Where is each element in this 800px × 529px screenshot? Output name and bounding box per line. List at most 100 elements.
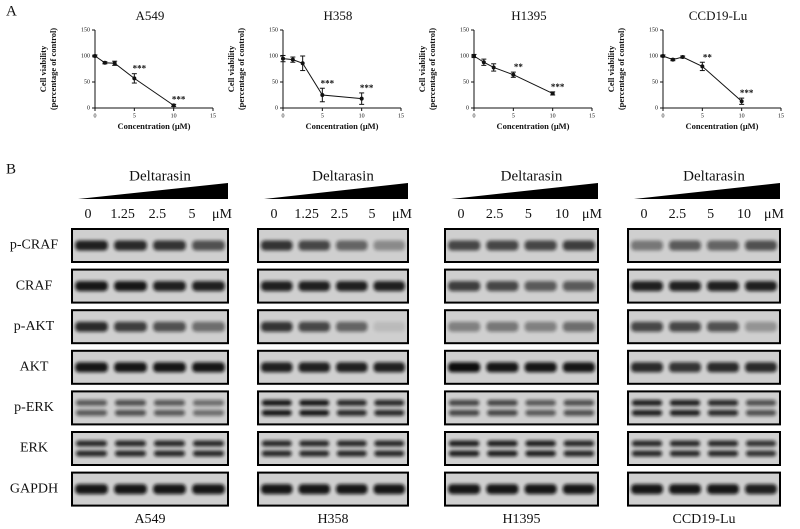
blot-band [525, 399, 556, 406]
blot-band [669, 240, 701, 251]
blot-band [669, 362, 701, 373]
blot-band [298, 362, 330, 373]
blot-band [631, 409, 663, 416]
blot-box [257, 390, 409, 426]
dose-label: 0 [458, 207, 465, 222]
blot-band [336, 484, 368, 495]
blot-band [707, 281, 739, 292]
blot-band [524, 362, 557, 373]
significance-label: ** [514, 62, 524, 72]
blot-band [192, 440, 225, 447]
x-tick-label: 5 [321, 113, 324, 119]
blot-band [114, 409, 147, 416]
x-tick-label: 5 [512, 113, 515, 119]
x-tick-label: 0 [662, 113, 665, 119]
blot-band [153, 321, 186, 332]
panel-label: A [6, 3, 17, 19]
blot-band [487, 440, 518, 447]
blot-band [75, 240, 108, 251]
y-tick-label: 150 [81, 27, 90, 33]
treatment-label: Deltarasin [683, 168, 745, 184]
blot-band [192, 321, 225, 332]
blot-band [486, 281, 519, 292]
blot-band [75, 281, 108, 292]
y-tick-label: 50 [84, 79, 90, 85]
blot-band [75, 484, 108, 495]
blot-band [75, 440, 108, 447]
blot-band [114, 450, 147, 457]
treatment-label: Deltarasin [501, 168, 563, 184]
row-label: p-AKT [14, 319, 55, 334]
blot-band [153, 484, 186, 495]
blot-band [486, 484, 519, 495]
x-tick-label: 5 [133, 113, 136, 119]
blot-band [669, 321, 701, 332]
dose-wedge [634, 183, 780, 199]
blot-band [707, 450, 739, 457]
blot-band [562, 281, 595, 292]
blot-band [563, 399, 595, 406]
blot-band [261, 484, 293, 495]
blot-band [75, 399, 108, 406]
blot-band [745, 450, 777, 457]
blot-band [299, 409, 330, 416]
blot-band [745, 409, 777, 416]
dose-wedge [264, 183, 408, 199]
blot-band [374, 409, 405, 416]
dose-wedge [451, 183, 598, 199]
x-axis-label: Concentration (μM) [305, 121, 378, 131]
blot-band [487, 450, 518, 457]
blot-band [524, 240, 557, 251]
blot-band [487, 409, 518, 416]
data-point [359, 96, 364, 101]
data-point [93, 54, 97, 58]
blot-band [631, 362, 663, 373]
blot-band [75, 450, 108, 457]
dose-label: 10 [555, 207, 569, 222]
y-tick-label: 150 [460, 27, 469, 33]
dose-label: 5 [525, 207, 532, 222]
blot-band [745, 362, 777, 373]
blot-band [669, 399, 701, 406]
blot-band [669, 484, 701, 495]
blot-box [444, 390, 599, 426]
y-tick-label: 100 [460, 53, 469, 59]
blot-band [192, 484, 225, 495]
unit-label: μM [212, 207, 233, 222]
data-point [661, 54, 665, 58]
blot-band [261, 440, 292, 447]
significance-label: *** [551, 82, 565, 92]
data-point [320, 93, 325, 97]
row-label: p-CRAF [10, 238, 58, 253]
x-tick-label: 15 [398, 113, 404, 119]
data-point [290, 57, 295, 62]
blot-band [261, 409, 292, 416]
blot-band [114, 240, 147, 251]
blot-band [486, 321, 519, 332]
data-point [700, 64, 705, 69]
blot-band [562, 362, 595, 373]
blot-band [448, 450, 480, 457]
blot-band [448, 281, 481, 292]
x-axis-label: Concentration (μM) [496, 121, 569, 131]
unit-label: μM [582, 207, 603, 222]
significance-label: *** [172, 94, 186, 104]
blot-band [707, 409, 739, 416]
blot-band [373, 362, 405, 373]
blot-band [374, 440, 405, 447]
blot-band [192, 399, 225, 406]
blot-band [298, 321, 330, 332]
row-label: p-ERK [14, 400, 54, 415]
y-tick-label: 0 [466, 105, 469, 111]
chart-title: A549 [136, 8, 165, 23]
blot-band [525, 450, 556, 457]
blot-band [192, 240, 225, 251]
y-tick-label: 150 [649, 27, 658, 33]
blot-band [114, 321, 147, 332]
chart-title: H358 [324, 8, 353, 23]
blot-band [374, 450, 405, 457]
data-point [300, 61, 305, 66]
data-point [739, 99, 744, 104]
blot-band [631, 281, 663, 292]
blot-band [261, 362, 293, 373]
